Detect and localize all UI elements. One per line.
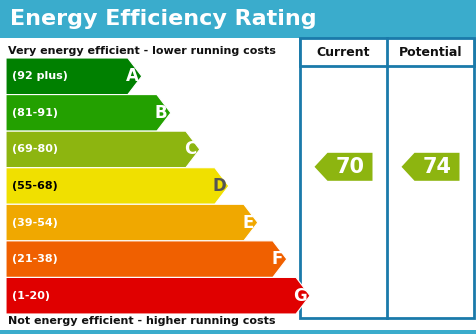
- Text: (39-54): (39-54): [12, 217, 58, 227]
- Polygon shape: [6, 58, 142, 95]
- Polygon shape: [6, 95, 171, 131]
- Text: (55-68): (55-68): [12, 181, 58, 191]
- Polygon shape: [6, 168, 229, 204]
- Bar: [300, 38, 474, 318]
- Text: 70: 70: [336, 157, 365, 177]
- Polygon shape: [315, 153, 373, 181]
- Text: Energy Efficiency Rating: Energy Efficiency Rating: [10, 9, 317, 29]
- Text: C: C: [184, 140, 196, 158]
- Text: E: E: [242, 213, 254, 231]
- Text: (81-91): (81-91): [12, 108, 58, 118]
- Bar: [300, 38, 474, 66]
- Polygon shape: [6, 204, 258, 241]
- Text: (92 plus): (92 plus): [12, 71, 68, 81]
- Text: A: A: [126, 67, 139, 85]
- Text: (21-38): (21-38): [12, 254, 58, 264]
- Bar: [0, 0, 476, 38]
- Text: (69-80): (69-80): [12, 144, 58, 154]
- Text: Not energy efficient - higher running costs: Not energy efficient - higher running co…: [8, 316, 276, 326]
- Text: (1-20): (1-20): [12, 291, 50, 301]
- Polygon shape: [401, 153, 459, 181]
- Text: Potential: Potential: [399, 45, 462, 58]
- Text: B: B: [155, 104, 167, 122]
- Text: Very energy efficient - lower running costs: Very energy efficient - lower running co…: [8, 46, 276, 56]
- Text: 74: 74: [423, 157, 452, 177]
- Bar: [0, 330, 476, 334]
- Text: Current: Current: [317, 45, 370, 58]
- Text: D: D: [212, 177, 226, 195]
- Text: F: F: [271, 250, 283, 268]
- Polygon shape: [6, 241, 287, 278]
- Polygon shape: [6, 131, 200, 168]
- Polygon shape: [6, 278, 310, 314]
- Text: G: G: [293, 287, 307, 305]
